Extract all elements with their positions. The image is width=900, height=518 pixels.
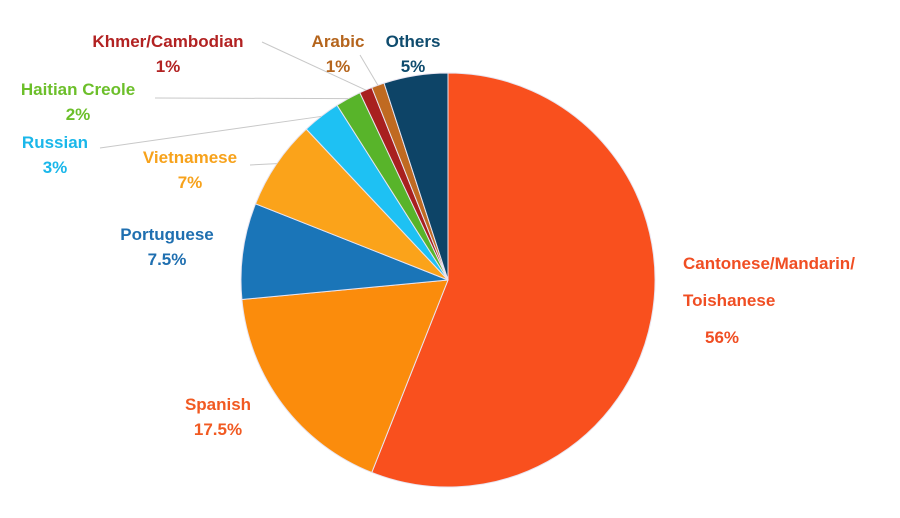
value-label: 56%	[705, 328, 740, 347]
slice-label: Khmer/Cambodian 1%	[92, 29, 243, 79]
slice-label: Russian 3%	[22, 130, 88, 180]
value-label: 1%	[325, 57, 351, 76]
pie-slice	[383, 72, 449, 281]
pie-slice	[371, 72, 656, 488]
category-label: Spanish	[184, 395, 252, 414]
slice-label: Arabic 1%	[312, 29, 365, 79]
value-label: 5%	[400, 57, 426, 76]
leader-line	[359, 54, 379, 86]
value-label: 7%	[177, 173, 203, 192]
leader-line	[249, 163, 277, 166]
category-label: Khmer/Cambodian	[92, 32, 244, 51]
slice-label: Vietnamese 7%	[143, 145, 237, 195]
slice-label: Haitian Creole 2%	[21, 77, 135, 127]
category-label: Cantonese/Mandarin/ Toishanese	[683, 254, 855, 310]
slice-label: Others 5%	[386, 29, 441, 79]
leader-line	[154, 97, 349, 100]
category-label: Arabic	[311, 32, 365, 51]
pie-slice	[241, 279, 449, 474]
slice-label: Portuguese 7.5%	[120, 222, 214, 272]
category-label: Russian	[21, 133, 89, 152]
leader-line	[99, 115, 322, 149]
slice-label: Spanish 17.5%	[185, 392, 251, 442]
category-label: Vietnamese	[142, 148, 238, 167]
pie-slice	[240, 203, 449, 301]
value-label: 17.5%	[193, 420, 243, 439]
category-label: Portuguese	[120, 225, 214, 244]
value-label: 7.5%	[147, 250, 187, 269]
category-label: Others	[385, 32, 441, 51]
leader-line	[261, 41, 367, 91]
slice-label: Cantonese/Mandarin/ Toishanese 56%	[683, 245, 855, 356]
value-label: 2%	[65, 105, 91, 124]
category-label: Haitian Creole	[20, 80, 136, 99]
value-label: 3%	[42, 158, 68, 177]
value-label: 1%	[155, 57, 181, 76]
